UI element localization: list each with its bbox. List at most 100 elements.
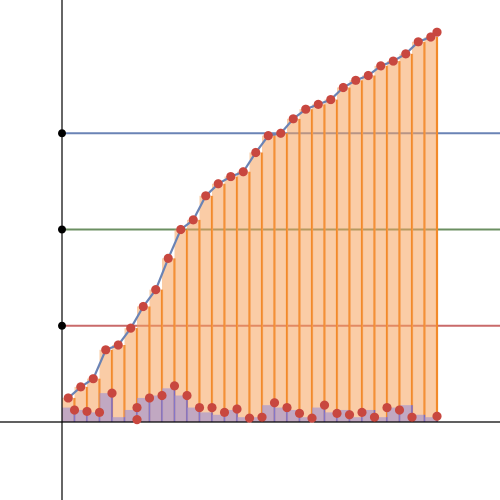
orange-bar: [199, 195, 212, 422]
data-point: [101, 345, 111, 355]
axis-marker-points: [58, 129, 66, 330]
orange-bar: [149, 289, 162, 422]
data-point: [263, 131, 273, 141]
purple-bar: [174, 395, 187, 422]
orange-bar: [424, 37, 437, 422]
orange-bar: [174, 229, 187, 422]
purple-bar: [137, 397, 150, 422]
data-point: [144, 393, 155, 403]
data-point: [138, 301, 148, 312]
orange-bar: [399, 53, 412, 422]
data-point: [94, 407, 105, 417]
data-point: [382, 402, 392, 413]
data-point: [113, 340, 123, 350]
data-point: [301, 104, 311, 114]
data-point: [294, 408, 305, 418]
data-point: [107, 388, 117, 398]
data-point: [88, 374, 98, 384]
data-point: [126, 323, 136, 333]
data-point: [188, 215, 198, 225]
purple-bar: [99, 393, 112, 422]
data-point: [344, 410, 355, 420]
orange-bar: [337, 87, 350, 422]
data-point: [432, 411, 442, 421]
data-point: [219, 407, 230, 417]
purple-bar: [249, 417, 262, 422]
purple-bar: [149, 395, 162, 422]
data-point: [307, 413, 317, 423]
orange-bar: [124, 328, 137, 422]
data-point: [169, 381, 180, 391]
purple-bar: [324, 412, 337, 422]
purple-bar: [412, 414, 425, 422]
orange-bar: [274, 133, 287, 422]
data-point: [76, 382, 86, 392]
data-point: [232, 404, 242, 414]
axis-point: [58, 129, 66, 138]
data-point: [151, 285, 161, 295]
data-point: [182, 390, 192, 401]
data-point: [244, 413, 255, 423]
data-point: [276, 128, 286, 138]
data-point: [163, 253, 173, 263]
axis-point: [58, 225, 66, 234]
data-point: [363, 70, 373, 81]
purple-bar: [424, 417, 437, 422]
data-point: [332, 408, 342, 418]
data-point: [63, 393, 73, 403]
data-point: [132, 402, 142, 413]
orange-bar: [362, 75, 375, 422]
orange-bar: [187, 219, 200, 422]
orange-bar: [412, 41, 425, 422]
orange-bar: [262, 135, 275, 422]
purple-bar: [374, 417, 387, 422]
data-point: [226, 171, 236, 182]
purple-bar: [199, 412, 212, 422]
purple-bar: [87, 412, 100, 422]
data-point: [282, 402, 292, 413]
data-point: [257, 412, 267, 422]
orange-bar: [249, 152, 262, 422]
orange-bar: [299, 109, 312, 422]
orange-bar: [349, 80, 362, 422]
data-point: [413, 37, 423, 47]
data-point: [338, 82, 348, 93]
purple-bar: [274, 407, 287, 422]
data-point: [376, 61, 386, 71]
orange-bar: [312, 104, 325, 422]
data-point: [319, 400, 330, 410]
purple-bar: [299, 417, 312, 422]
data-point: [313, 99, 323, 109]
data-point: [351, 75, 361, 85]
data-point: [407, 412, 417, 422]
orange-bar: [224, 176, 237, 422]
orange-bar: [237, 171, 250, 422]
data-point: [82, 406, 92, 417]
data-point: [269, 398, 280, 408]
orange-bar: [374, 65, 387, 422]
purple-bar: [212, 414, 225, 422]
orange-bar: [112, 345, 125, 422]
orange-bar: [137, 306, 150, 422]
orange-bar: [212, 183, 225, 422]
data-point: [194, 402, 205, 413]
orange-bar: [387, 61, 400, 422]
purple-bar: [237, 417, 250, 422]
axis-point: [58, 321, 66, 330]
data-point: [251, 147, 261, 158]
data-point: [69, 405, 80, 415]
data-point: [326, 94, 336, 105]
data-point: [369, 412, 380, 422]
data-point: [132, 414, 142, 425]
purple-bar: [187, 407, 200, 422]
data-point: [201, 191, 211, 201]
data-point: [157, 390, 167, 401]
data-point: [238, 167, 248, 177]
data-point: [432, 27, 442, 37]
data-point: [213, 179, 223, 189]
data-point: [207, 402, 217, 413]
data-point: [426, 32, 436, 42]
data-point: [401, 49, 411, 59]
data-point: [388, 56, 398, 66]
